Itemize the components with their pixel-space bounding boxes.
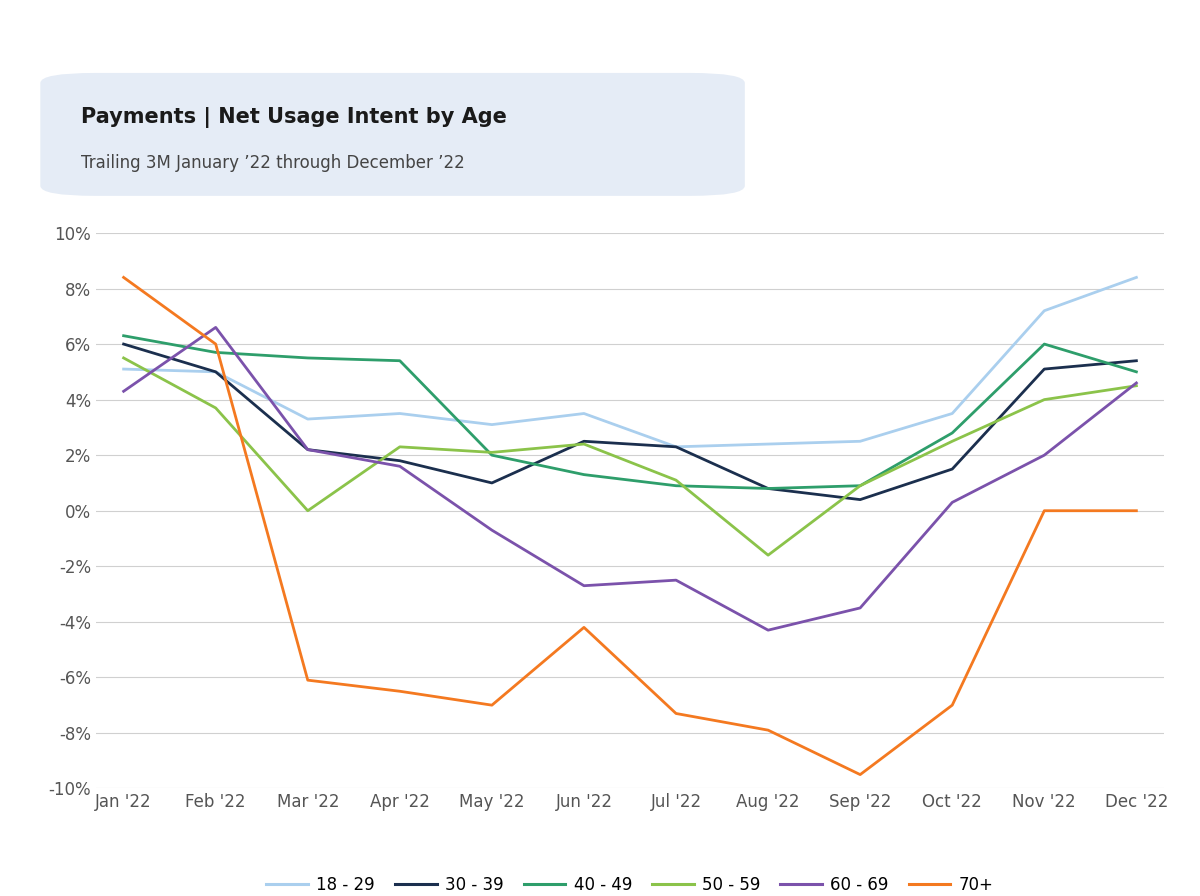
50 - 59 [668, 475, 683, 486]
30 - 39 [761, 483, 775, 494]
18 - 29 [209, 366, 223, 377]
40 - 49 [853, 480, 868, 491]
30 - 39 [209, 366, 223, 377]
Legend: 18 - 29, 30 - 39, 40 - 49, 50 - 59, 60 - 69, 70+: 18 - 29, 30 - 39, 40 - 49, 50 - 59, 60 -… [259, 869, 1001, 896]
18 - 29 [392, 408, 407, 418]
40 - 49 [300, 352, 314, 363]
30 - 39 [392, 455, 407, 466]
70+ [1129, 505, 1144, 516]
50 - 59 [853, 480, 868, 491]
30 - 39 [1037, 364, 1051, 375]
50 - 59 [485, 447, 499, 458]
40 - 49 [1129, 366, 1144, 377]
50 - 59 [946, 435, 960, 446]
40 - 49 [946, 427, 960, 438]
60 - 69 [209, 322, 223, 332]
50 - 59 [116, 352, 131, 363]
60 - 69 [668, 575, 683, 586]
Line: 40 - 49: 40 - 49 [124, 336, 1136, 488]
60 - 69 [1129, 377, 1144, 388]
40 - 49 [485, 450, 499, 461]
Text: Payments | Net Usage Intent by Age: Payments | Net Usage Intent by Age [82, 107, 508, 128]
50 - 59 [1129, 380, 1144, 391]
40 - 49 [116, 331, 131, 341]
30 - 39 [668, 442, 683, 452]
40 - 49 [1037, 339, 1051, 349]
60 - 69 [946, 497, 960, 508]
FancyBboxPatch shape [41, 73, 745, 196]
30 - 39 [300, 444, 314, 455]
50 - 59 [1037, 394, 1051, 405]
18 - 29 [577, 408, 592, 418]
Text: Trailing 3M January ’22 through December ’22: Trailing 3M January ’22 through December… [82, 154, 466, 172]
30 - 39 [577, 435, 592, 446]
30 - 39 [116, 339, 131, 349]
70+ [668, 708, 683, 719]
40 - 49 [761, 483, 775, 494]
18 - 29 [116, 364, 131, 375]
70+ [577, 622, 592, 633]
70+ [300, 675, 314, 685]
30 - 39 [485, 478, 499, 488]
70+ [946, 700, 960, 711]
70+ [209, 339, 223, 349]
60 - 69 [485, 525, 499, 536]
70+ [116, 272, 131, 283]
Line: 60 - 69: 60 - 69 [124, 327, 1136, 630]
30 - 39 [1129, 356, 1144, 366]
60 - 69 [761, 625, 775, 635]
70+ [761, 725, 775, 736]
50 - 59 [392, 442, 407, 452]
60 - 69 [392, 461, 407, 471]
50 - 59 [300, 505, 314, 516]
Line: 70+: 70+ [124, 278, 1136, 774]
30 - 39 [853, 495, 868, 505]
70+ [1037, 505, 1051, 516]
50 - 59 [577, 439, 592, 450]
18 - 29 [485, 419, 499, 430]
18 - 29 [300, 414, 314, 425]
40 - 49 [668, 480, 683, 491]
Line: 18 - 29: 18 - 29 [124, 278, 1136, 447]
Line: 50 - 59: 50 - 59 [124, 358, 1136, 556]
30 - 39 [946, 464, 960, 475]
50 - 59 [209, 402, 223, 413]
40 - 49 [577, 470, 592, 480]
60 - 69 [577, 581, 592, 591]
60 - 69 [853, 602, 868, 613]
18 - 29 [1037, 306, 1051, 316]
60 - 69 [116, 386, 131, 397]
18 - 29 [1129, 272, 1144, 283]
60 - 69 [300, 444, 314, 455]
18 - 29 [853, 435, 868, 446]
18 - 29 [761, 439, 775, 450]
70+ [392, 686, 407, 697]
18 - 29 [946, 408, 960, 418]
40 - 49 [209, 347, 223, 358]
70+ [853, 769, 868, 780]
18 - 29 [668, 442, 683, 452]
50 - 59 [761, 550, 775, 561]
40 - 49 [392, 356, 407, 366]
70+ [485, 700, 499, 711]
60 - 69 [1037, 450, 1051, 461]
Line: 30 - 39: 30 - 39 [124, 344, 1136, 500]
